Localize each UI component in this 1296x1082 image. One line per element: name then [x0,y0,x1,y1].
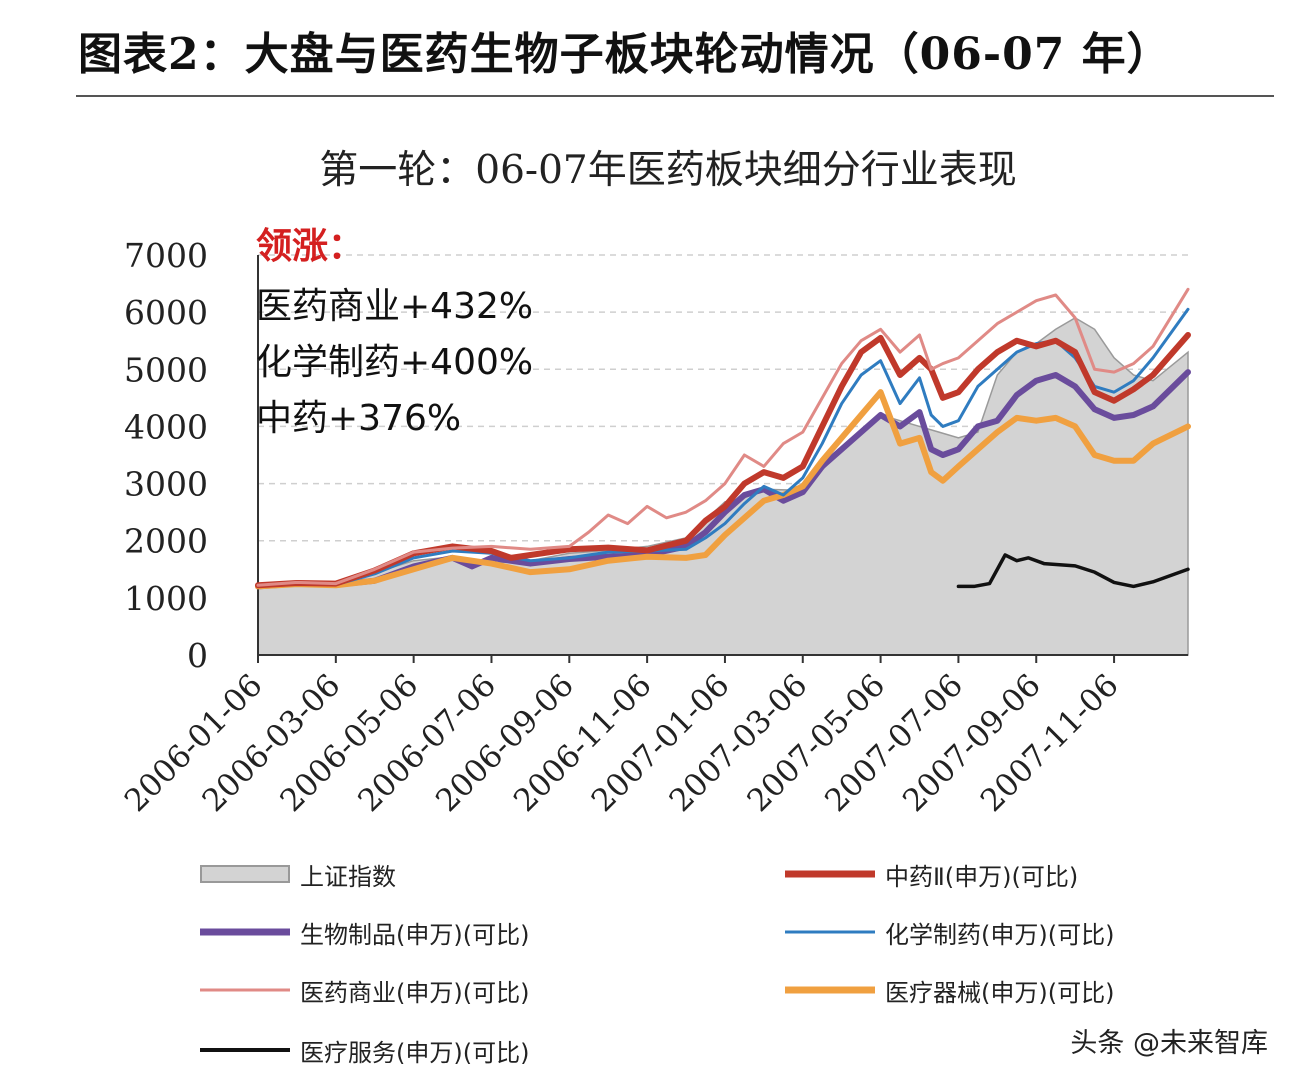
legend-swatch-commerce [200,988,290,992]
legend-item-tcm: 中药Ⅱ(申万)(可比) [785,858,1079,891]
watermark: 头条 @未来智库 [1070,1028,1268,1059]
y-tick-label: 1000 [124,579,208,618]
legend-swatch-tcm [785,870,875,878]
legend-label-bio: 生物制品(申万)(可比) [300,920,530,949]
annotation-heading: 领涨： [256,226,364,267]
chart-title: 第一轮：06-07年医药板块细分行业表现 [319,148,1016,193]
legend-label-services: 医疗服务(申万)(可比) [300,1038,530,1067]
series-line-5 [255,389,1191,590]
legend-label-commerce: 医药商业(申万)(可比) [300,978,530,1007]
page-title: 图表2：大盘与医药生物子板块轮动情况（06-07 年） [78,29,1172,80]
y-tick-label: 3000 [124,465,208,504]
series-line-1 [255,332,1191,589]
legend-swatch-sh-index [200,865,290,883]
legend-item-bio: 生物制品(申万)(可比) [200,916,530,949]
header-divider [76,95,1274,97]
y-tick-label: 6000 [124,293,208,332]
legend-label-sh-index: 上证指数 [300,862,396,891]
legend-item-sh-index: 上证指数 [200,858,396,891]
legend-swatch-services [200,1048,290,1052]
legend-swatch-chem [785,930,875,934]
legend-item-commerce: 医药商业(申万)(可比) [200,974,530,1007]
legend-item-devices: 医疗器械(申万)(可比) [785,974,1115,1007]
legend-label-devices: 医疗器械(申万)(可比) [885,978,1115,1007]
legend-swatch-devices [785,986,875,994]
series-line-4 [256,287,1190,587]
annotation-line-1: 医药商业+432% [256,286,533,327]
y-tick-label: 5000 [124,350,208,389]
annotation-line-2: 化学制药+400% [256,342,533,383]
y-tick-label: 0 [187,636,208,675]
legend-item-services: 医疗服务(申万)(可比) [200,1034,530,1067]
legend-swatch-bio [200,928,290,936]
y-tick-label: 7000 [124,236,208,275]
y-tick-label: 2000 [124,522,208,561]
series-line-6 [956,553,1190,589]
legend-label-tcm: 中药Ⅱ(申万)(可比) [885,862,1079,891]
legend-label-chem: 化学制药(申万)(可比) [885,920,1115,949]
annotation-line-3: 中药+376% [256,398,461,439]
legend-item-chem: 化学制药(申万)(可比) [785,916,1115,949]
y-tick-label: 4000 [124,407,208,446]
